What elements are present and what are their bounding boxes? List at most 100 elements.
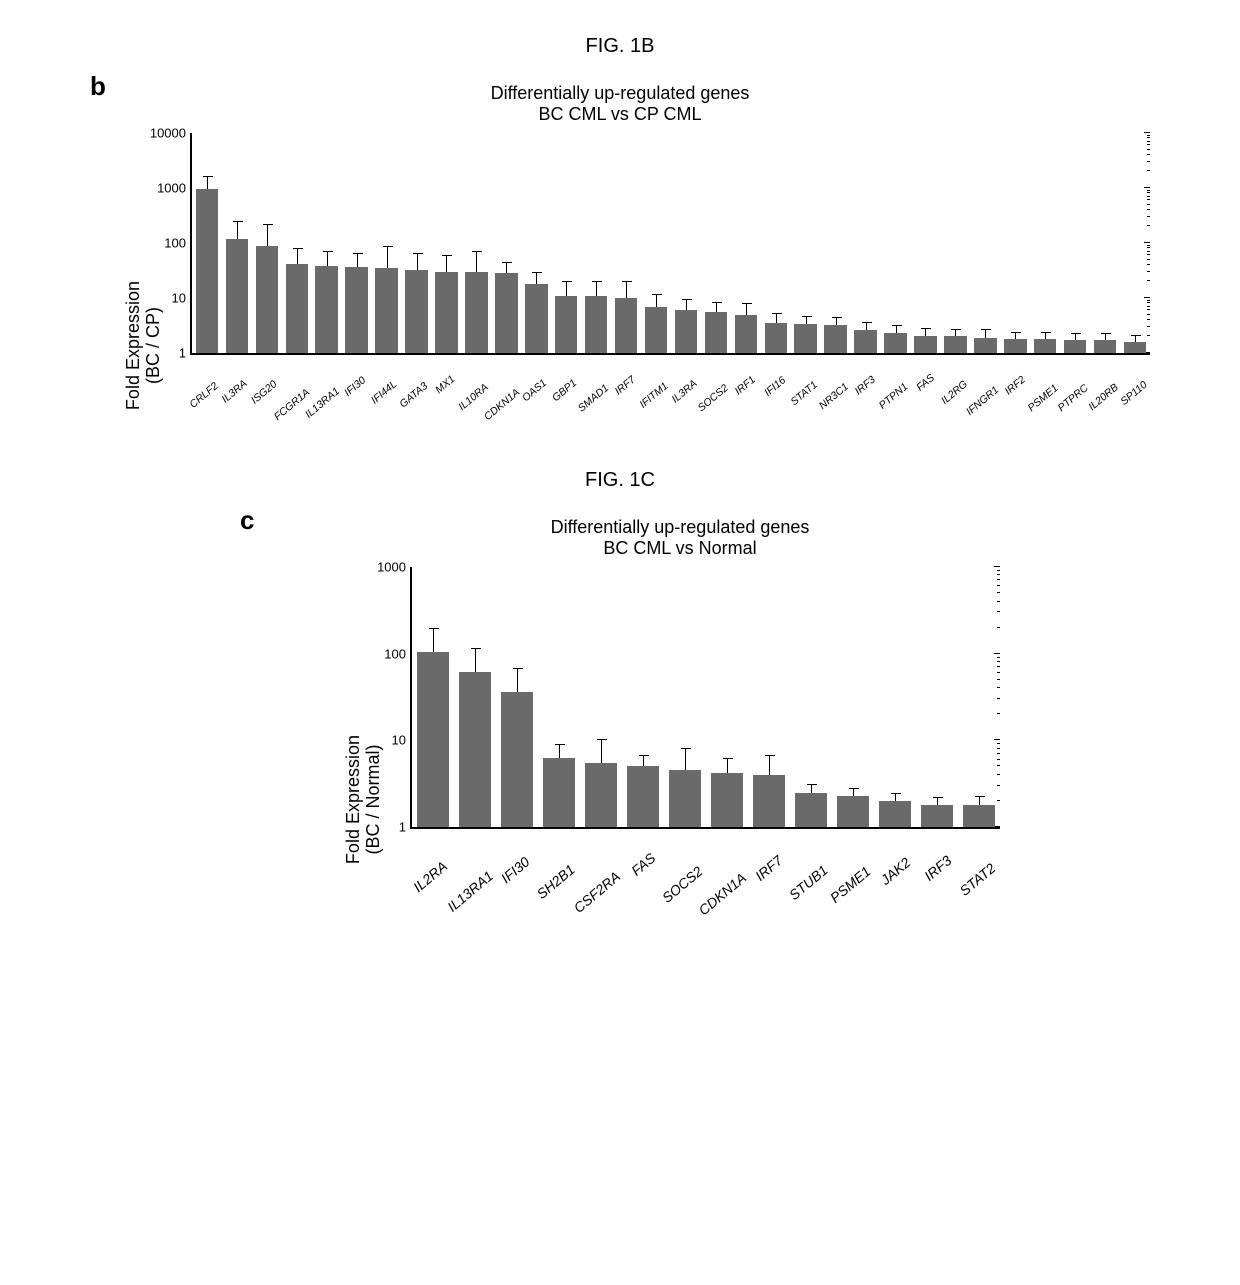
bar	[974, 338, 996, 353]
error-bar	[925, 328, 926, 336]
bar-slot	[1000, 133, 1030, 353]
bar-slot	[342, 133, 372, 353]
x-tick-label: IFI16	[762, 374, 788, 399]
x-label-slot: CDKN1A	[705, 833, 747, 903]
x-tick-label: CRLF2	[187, 380, 220, 411]
bar-slot	[748, 567, 790, 827]
x-tick-label: IL13RA1	[444, 868, 496, 915]
x-label-slot: FAS	[621, 833, 663, 903]
x-tick-label: STAT2	[956, 860, 998, 899]
error-bar	[686, 299, 687, 310]
bar	[675, 310, 697, 353]
x-tick-label: STUB1	[786, 862, 831, 903]
error-bar	[896, 325, 897, 333]
bar-slot	[412, 567, 454, 827]
bar	[256, 246, 278, 353]
error-bar	[937, 797, 938, 805]
bar	[615, 298, 637, 353]
bar	[525, 284, 547, 353]
error-bar	[596, 281, 597, 295]
error-bar	[559, 744, 560, 758]
error-bar	[727, 758, 728, 773]
x-label-slot: IL3RA	[220, 359, 250, 429]
bar-slot	[821, 133, 851, 353]
bar	[921, 805, 953, 827]
bar	[837, 796, 869, 827]
error-bar	[656, 294, 657, 307]
x-tick-label: IL3RA	[219, 378, 249, 406]
x-tick-label: IRF3	[853, 374, 878, 398]
bar-slot	[940, 133, 970, 353]
x-tick-label: IFI30	[498, 853, 533, 886]
bar-slot	[372, 133, 402, 353]
y-tick-label: 1	[141, 346, 192, 361]
x-label-slot: OAS1	[520, 359, 550, 429]
chart-c-x-labels: IL2RAIL13RA1IFI30SH2B1CSF2RAFASSOCS2CDKN…	[410, 833, 1000, 903]
bar	[435, 272, 457, 353]
bar	[627, 766, 659, 827]
x-tick-label: IFNGR1	[964, 384, 1001, 418]
x-label-slot: MX1	[430, 359, 460, 429]
bar-slot	[701, 133, 731, 353]
error-bar	[387, 246, 388, 269]
bar	[315, 266, 337, 353]
bar-slot	[916, 567, 958, 827]
bar-slot	[538, 567, 580, 827]
error-bar	[446, 255, 447, 272]
error-bar	[475, 648, 476, 672]
x-label-slot: IL3RA	[670, 359, 700, 429]
bar-slot	[252, 133, 282, 353]
bar	[735, 315, 757, 353]
bar	[345, 267, 367, 353]
y-tick-label: 1	[361, 820, 412, 835]
bar-slot	[312, 133, 342, 353]
x-label-slot: IRF3	[850, 359, 880, 429]
x-label-slot: CRLF2	[190, 359, 220, 429]
x-label-slot: STAT2	[958, 833, 1000, 903]
x-label-slot: IL13RA1	[310, 359, 340, 429]
panel-c: c Differentially up-regulated genes BC C…	[20, 517, 1220, 903]
bar	[944, 336, 966, 353]
panel-label-b: b	[90, 71, 106, 102]
x-label-slot: IFI16	[760, 359, 790, 429]
x-label-slot: PTPN1	[880, 359, 910, 429]
x-tick-label: IRF3	[921, 852, 955, 884]
bar-slot	[622, 567, 664, 827]
error-bar	[517, 668, 518, 692]
x-tick-label: SOCS2	[659, 863, 706, 906]
y-tick-label: 1000	[141, 181, 192, 196]
x-tick-label: IL2RG	[939, 378, 970, 407]
bar-slot	[874, 567, 916, 827]
bar-slot	[664, 567, 706, 827]
error-bar	[716, 302, 717, 312]
x-tick-label: PSME1	[827, 863, 874, 906]
x-label-slot: CSF2RA	[579, 833, 621, 903]
bar	[196, 189, 218, 353]
bar-slot	[1060, 133, 1090, 353]
bar-slot	[611, 133, 641, 353]
x-tick-label: SP110	[1118, 379, 1149, 408]
chart-b-plot-area: 110100100010000	[190, 133, 1150, 355]
bar-slot	[402, 133, 432, 353]
x-label-slot: IL20RB	[1090, 359, 1120, 429]
error-bar	[643, 755, 644, 767]
bar-slot	[282, 133, 312, 353]
x-tick-label: IFI44L	[369, 378, 400, 406]
error-bar	[895, 793, 896, 801]
bar	[711, 773, 743, 827]
x-tick-label: IFITM1	[637, 380, 670, 411]
bar-slot	[832, 567, 874, 827]
bar	[543, 758, 575, 827]
error-bar	[955, 329, 956, 336]
x-label-slot: IFITM1	[640, 359, 670, 429]
chart-b-wrap: b Differentially up-regulated genes BC C…	[90, 83, 1150, 429]
bar	[417, 652, 449, 827]
x-tick-label: STAT1	[788, 379, 820, 408]
error-bar	[746, 303, 747, 314]
x-tick-label: FAS	[628, 850, 658, 879]
y-tick-label: 1000	[361, 560, 412, 575]
x-label-slot: IL2RA	[410, 833, 452, 903]
x-label-slot: SOCS2	[700, 359, 730, 429]
bar-slot	[881, 133, 911, 353]
error-bar	[1105, 333, 1106, 340]
